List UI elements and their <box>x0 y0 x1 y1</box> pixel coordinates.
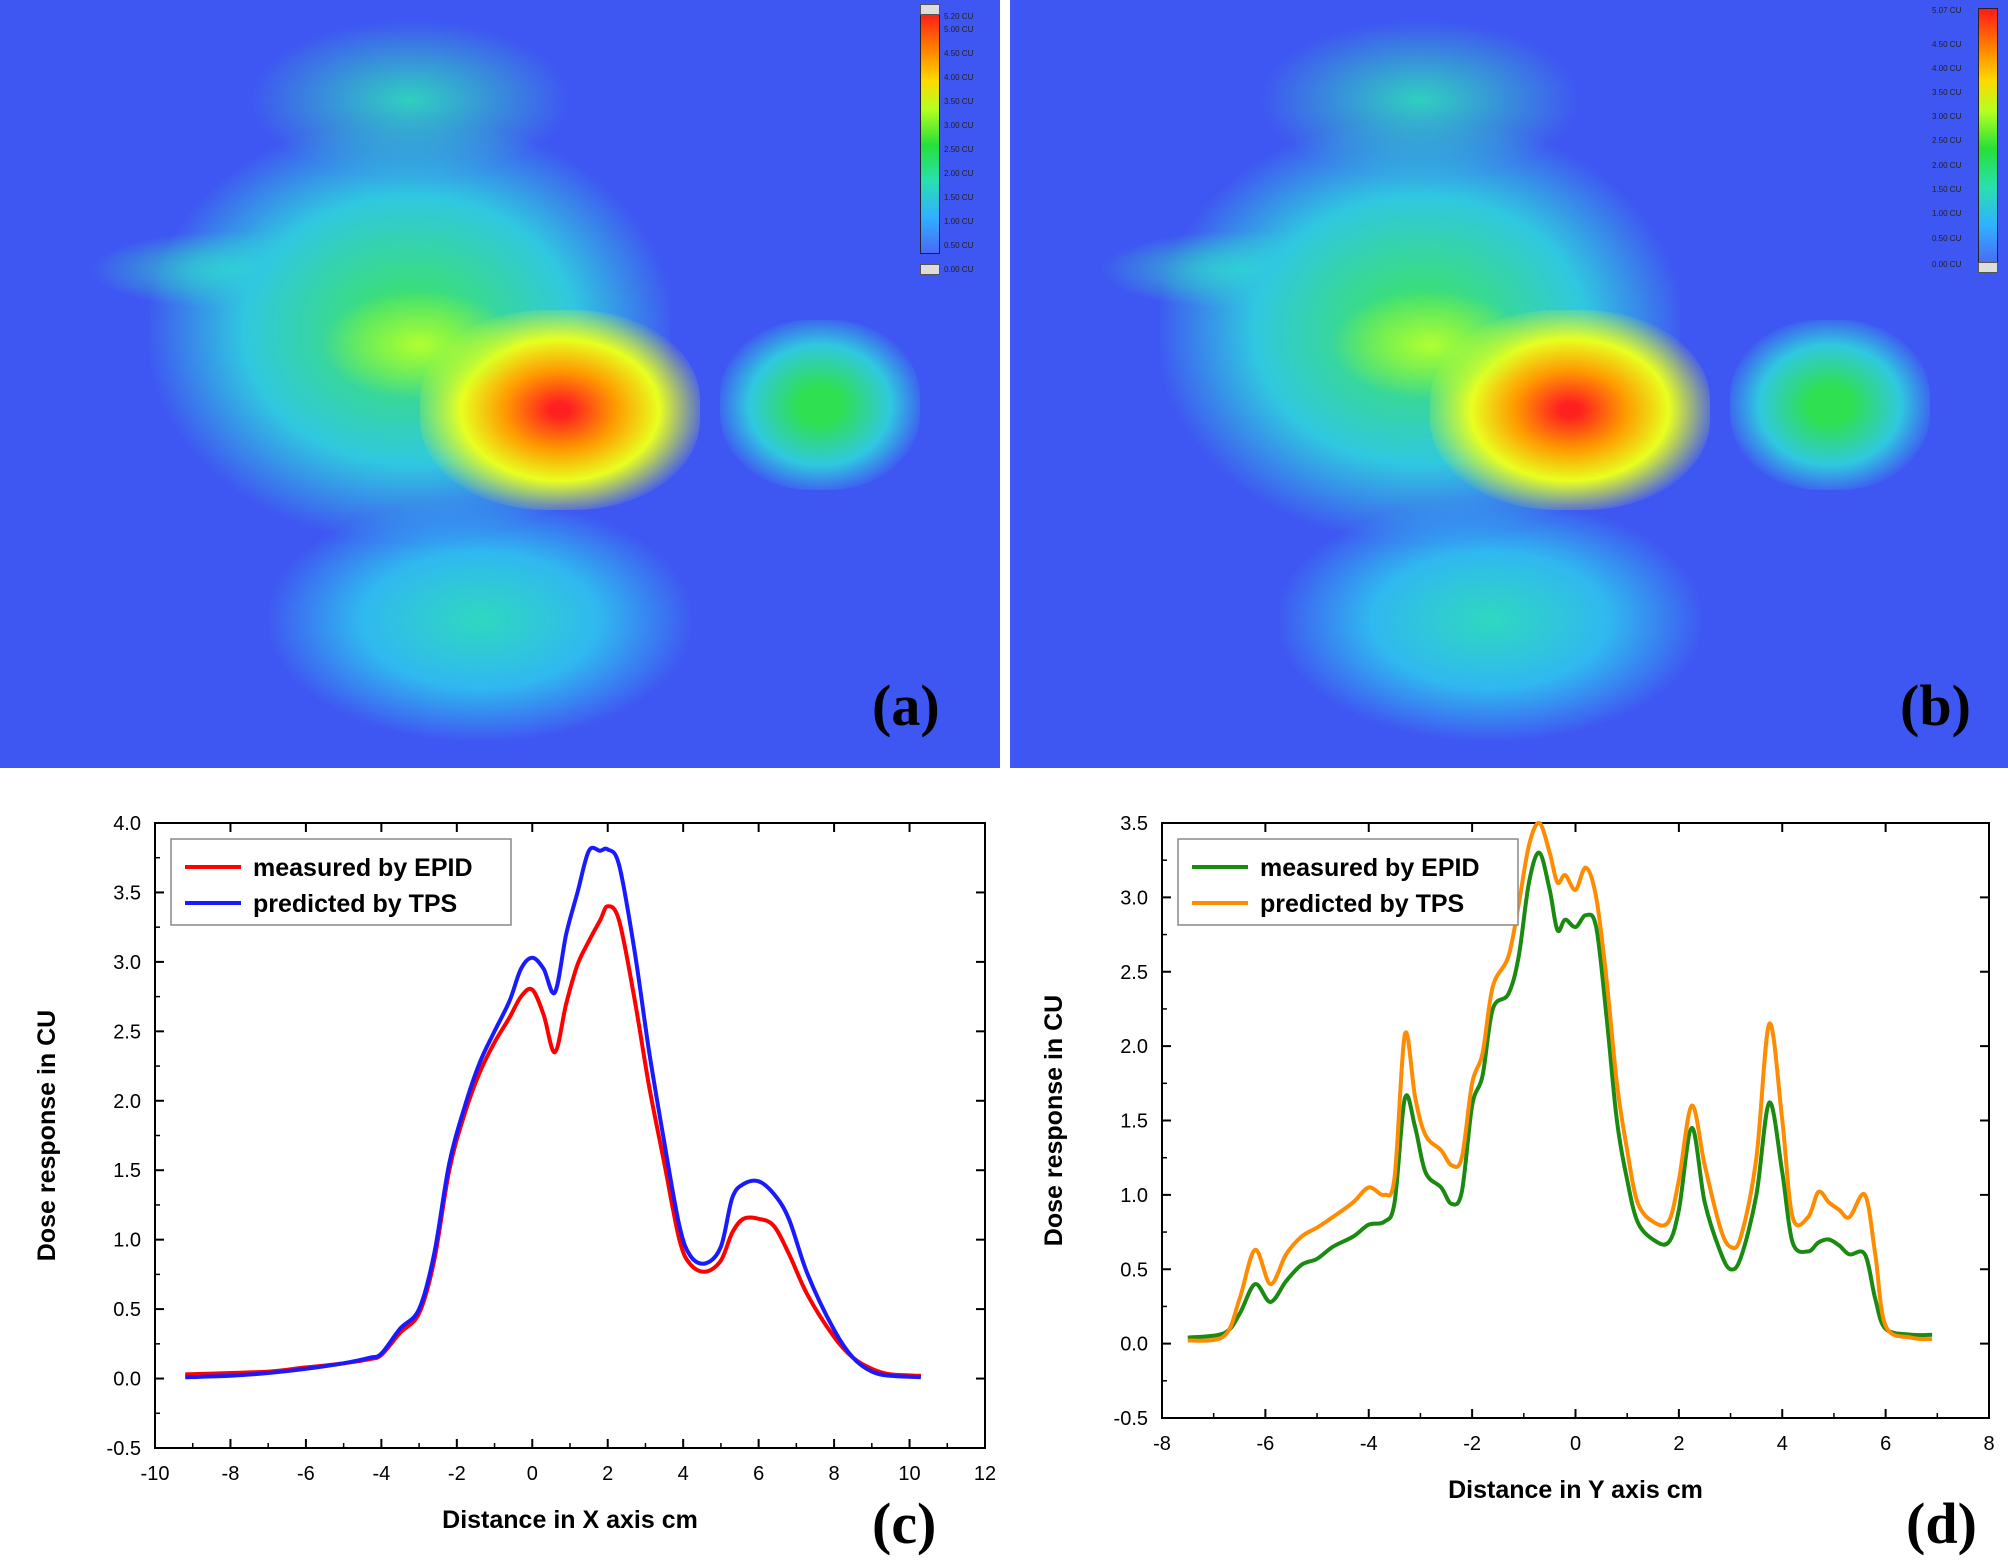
colorbar-tick: 2.50 CU <box>1932 136 1962 145</box>
panel-label-b: (b) <box>1900 673 1971 738</box>
x-tick-label: -2 <box>448 1463 466 1485</box>
panel-label-a: (a) <box>872 673 940 738</box>
colorbar-tick: 3.00 CU <box>944 121 974 130</box>
panel-label-d: (d) <box>1906 1491 1977 1556</box>
colorbar-a-ticks: 5.20 CU 5.00 CU 4.50 CU 4.00 CU 3.50 CU … <box>944 12 1000 274</box>
dose-map-a: 5.20 CU 5.00 CU 4.50 CU 4.00 CU 3.50 CU … <box>0 0 1000 768</box>
colorbar-tick: 3.50 CU <box>1932 88 1962 97</box>
x-tick-label: -2 <box>1463 1433 1481 1455</box>
x-tick-label: 6 <box>753 1463 764 1485</box>
colorbar-down-arrow-icon[interactable] <box>1978 262 1998 273</box>
colorbar-tick: 4.50 CU <box>944 49 974 58</box>
y-tick-label: 3.0 <box>113 952 141 974</box>
colorbar-b-ticks: 5.07 CU 4.50 CU 4.00 CU 3.50 CU 3.00 CU … <box>1932 6 1992 269</box>
colorbar-tick: 4.00 CU <box>1932 64 1962 73</box>
series-line-epid <box>1187 850 1933 1340</box>
x-tick-label: 2 <box>602 1463 613 1485</box>
chart-d: -8 -6 -4 -2 0 2 4 6 8 -0.5 0.0 0.5 1.0 1.5 2.0 2.5 3.0 3.… <box>1040 813 1995 1504</box>
y-tick-label: 2.5 <box>1120 962 1148 984</box>
x-tick-label: -6 <box>297 1463 315 1485</box>
chart-c: -10 -8 -6 -4 -2 0 2 4 6 8 10 12 -0.5 0.0 0.5 1.0 1.5 2.0 2… <box>33 813 996 1534</box>
colorbar-tick: 5.07 CU <box>1932 6 1962 15</box>
y-tick-label: 1.0 <box>1120 1185 1148 1207</box>
legend-label: measured by EPID <box>1260 854 1480 882</box>
y-tick-label: 3.5 <box>113 882 141 904</box>
colorbar-tick: 1.00 CU <box>1932 209 1962 218</box>
x-tick-label: -8 <box>1153 1433 1171 1455</box>
legend-label: measured by EPID <box>253 854 473 882</box>
colorbar-tick: 5.00 CU <box>944 25 974 34</box>
legend-box <box>170 838 512 926</box>
x-tick-label: -4 <box>1360 1433 1378 1455</box>
y-tick-label: 0.5 <box>113 1299 141 1321</box>
x-tick-label: -8 <box>222 1463 240 1485</box>
dose-map-b: 5.07 CU 4.50 CU 4.00 CU 3.50 CU 3.00 CU … <box>1010 0 2008 768</box>
y-tick-label: 1.0 <box>113 1230 141 1252</box>
y-tick-label: 3.5 <box>1120 813 1148 835</box>
colorbar-tick: 3.00 CU <box>1932 112 1962 121</box>
x-tick-label: 2 <box>1673 1433 1684 1455</box>
y-tick-label: 0.0 <box>1120 1334 1148 1356</box>
x-axis-label: Distance in X axis cm <box>442 1506 698 1534</box>
y-tick-label: 1.5 <box>113 1160 141 1182</box>
x-tick-label: 4 <box>1777 1433 1788 1455</box>
x-axis-label: Distance in Y axis cm <box>1448 1476 1703 1504</box>
legend-box <box>1177 838 1519 926</box>
y-tick-label: 4.0 <box>113 813 141 835</box>
colorbar-tick: 1.50 CU <box>1932 185 1962 194</box>
y-tick-label: 2.5 <box>113 1021 141 1043</box>
x-tick-label: 6 <box>1880 1433 1891 1455</box>
colorbar-tick: 2.00 CU <box>944 169 974 178</box>
y-tick-label: -0.5 <box>1114 1408 1148 1430</box>
series-line-tps <box>1187 820 1933 1343</box>
y-axis-label: Dose response in CU <box>1040 995 1068 1246</box>
colorbar-tick: 0.00 CU <box>944 265 974 274</box>
x-tick-label: 8 <box>1983 1433 1994 1455</box>
x-tick-label: 8 <box>829 1463 840 1485</box>
y-tick-label: 2.0 <box>113 1091 141 1113</box>
x-tick-label: -4 <box>372 1463 390 1485</box>
colorbar-tick: 1.50 CU <box>944 193 974 202</box>
series-line-epid <box>185 904 922 1378</box>
legend-label: predicted by TPS <box>1260 890 1464 918</box>
y-axis-label: Dose response in CU <box>33 1010 61 1261</box>
x-tick-label: 10 <box>898 1463 920 1485</box>
colorbar-tick: 2.00 CU <box>1932 161 1962 170</box>
y-tick-label: 2.0 <box>1120 1036 1148 1058</box>
colorbar-tick: 2.50 CU <box>944 145 974 154</box>
colorbar-tick: 1.00 CU <box>944 217 974 226</box>
colorbar-tick: 3.50 CU <box>944 97 974 106</box>
colorbar-up-arrow-icon[interactable] <box>920 4 940 15</box>
colorbar-down-arrow-icon[interactable] <box>920 264 940 275</box>
colorbar-tick: 0.50 CU <box>1932 234 1962 243</box>
legend-label: predicted by TPS <box>253 890 457 918</box>
colorbar-tick: 4.50 CU <box>1932 40 1962 49</box>
x-tick-label: -10 <box>141 1463 170 1485</box>
colorbar-a <box>920 12 940 254</box>
x-tick-label: -6 <box>1256 1433 1274 1455</box>
colorbar-tick: 0.00 CU <box>1932 260 1962 269</box>
x-tick-label: 0 <box>527 1463 538 1485</box>
y-tick-label: 1.5 <box>1120 1111 1148 1133</box>
y-tick-label: 0.0 <box>113 1369 141 1391</box>
colorbar-tick: 0.50 CU <box>944 241 974 250</box>
x-tick-label: 12 <box>974 1463 996 1485</box>
x-tick-label: 0 <box>1570 1433 1581 1455</box>
colorbar-tick: 5.20 CU <box>944 12 974 21</box>
y-tick-label: -0.5 <box>107 1438 141 1460</box>
colorbar-tick: 4.00 CU <box>944 73 974 82</box>
series-line-tps <box>185 845 922 1380</box>
y-tick-label: 3.0 <box>1120 887 1148 909</box>
panel-label-c: (c) <box>872 1491 937 1556</box>
y-tick-label: 0.5 <box>1120 1259 1148 1281</box>
x-tick-label: 4 <box>678 1463 689 1485</box>
